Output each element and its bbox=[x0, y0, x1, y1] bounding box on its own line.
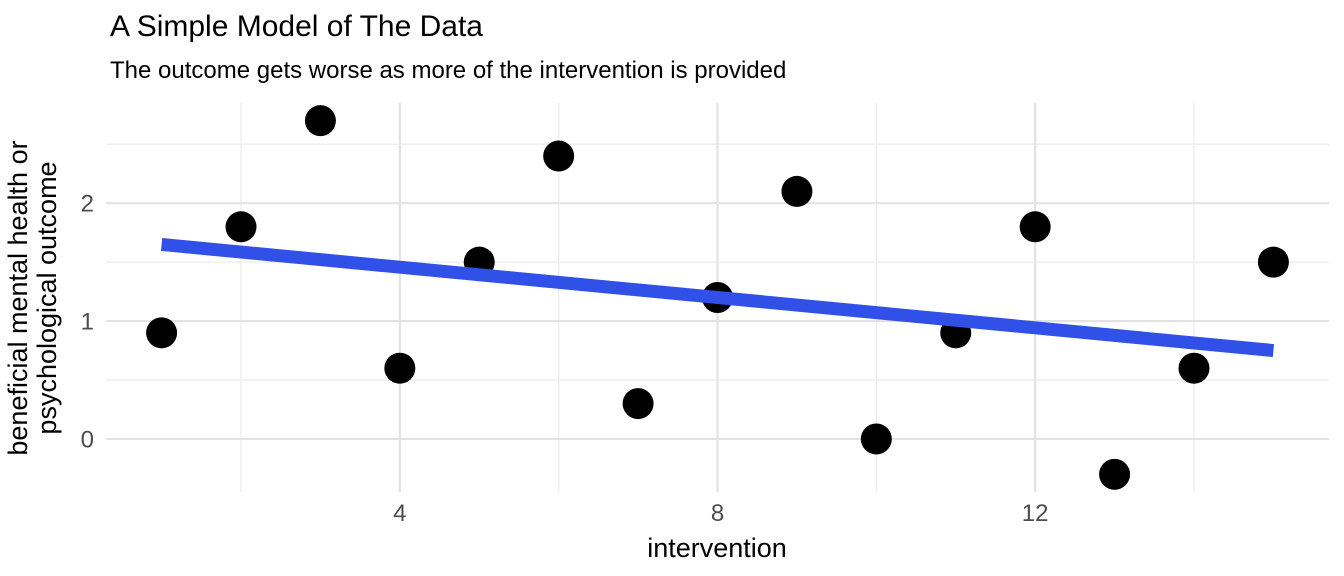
x-tick-label: 12 bbox=[1022, 500, 1049, 527]
data-point bbox=[1099, 458, 1131, 490]
trend-line-group bbox=[160, 237, 1275, 358]
data-point bbox=[384, 352, 416, 384]
y-axis-title-line2: psychological outcome bbox=[32, 161, 62, 435]
data-point bbox=[304, 105, 336, 137]
x-tick-label: 4 bbox=[393, 500, 406, 527]
y-tick-label: 1 bbox=[81, 309, 94, 336]
y-tick-labels: 0 1 2 bbox=[81, 191, 94, 454]
trend-line bbox=[160, 237, 1275, 358]
x-tick-labels: 4 8 12 bbox=[393, 500, 1048, 527]
data-point bbox=[860, 423, 892, 455]
y-tick-label: 2 bbox=[81, 191, 94, 218]
chart-title: A Simple Model of The Data bbox=[110, 10, 483, 43]
y-tick-label: 0 bbox=[81, 426, 94, 453]
y-axis-title: beneficial mental health or psychologica… bbox=[3, 128, 62, 468]
data-point bbox=[1178, 352, 1210, 384]
data-point bbox=[225, 211, 257, 243]
data-point bbox=[543, 140, 575, 172]
data-point bbox=[1257, 246, 1289, 278]
data-points bbox=[146, 105, 1289, 490]
gridlines-major bbox=[106, 103, 1329, 492]
data-point bbox=[622, 388, 654, 420]
data-point bbox=[146, 317, 178, 349]
y-axis-title-line1: beneficial mental health or bbox=[3, 140, 33, 456]
x-axis-title: intervention bbox=[647, 533, 787, 563]
data-point bbox=[781, 175, 813, 207]
chart-subtitle: The outcome gets worse as more of the in… bbox=[110, 57, 787, 84]
x-tick-label: 8 bbox=[711, 500, 724, 527]
data-point bbox=[1019, 211, 1051, 243]
